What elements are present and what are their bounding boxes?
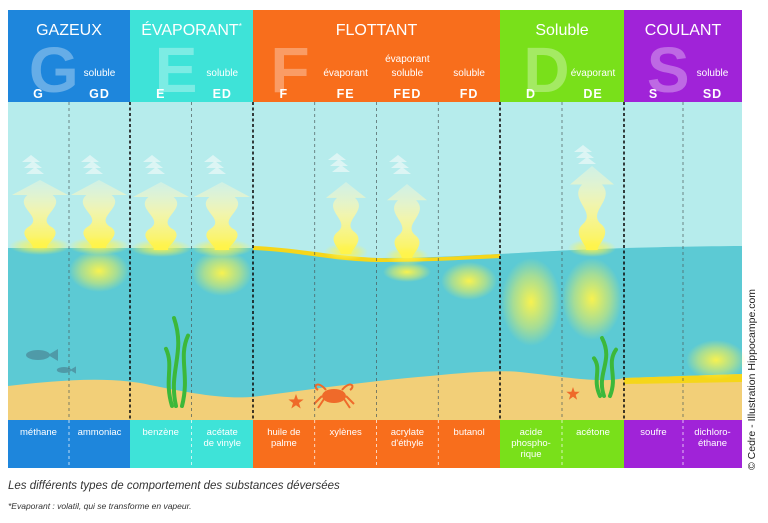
illustration-credit: © Cedre - Illustration Hippocampe.com [746, 288, 758, 470]
header-note: évaporant [385, 54, 430, 65]
substance-example: soufre [640, 427, 666, 438]
watermark-letter: F [271, 34, 310, 106]
figure-footnote: *Evaporant : volatil, qui se transforme … [8, 501, 192, 511]
vapour-cloud [143, 155, 165, 174]
figure-caption: Les différents types de comportement des… [8, 480, 340, 492]
behaviour-code: SD [703, 87, 722, 101]
header-note: évaporant [323, 68, 368, 79]
substance-example: de vinyle [204, 438, 242, 449]
evaporation-arrow [130, 182, 192, 257]
substance-example: acrylate [391, 427, 424, 438]
starfish-icon [288, 394, 304, 409]
substance-example: acétone [576, 427, 610, 438]
vapour-cloud [328, 153, 350, 172]
header-note: soluble [453, 68, 485, 79]
substance-example: méthane [20, 427, 57, 438]
category-header-bg [253, 10, 500, 102]
substance-example: éthane [698, 438, 727, 449]
dissolution-plume [383, 262, 431, 282]
dissolution-plume [69, 250, 129, 292]
evaporation-arrow [9, 180, 71, 255]
dissolution-plume [441, 262, 497, 300]
category-header-bg [8, 10, 130, 102]
evaporation-arrow [68, 180, 130, 255]
dissolution-plume [501, 258, 561, 346]
vapour-cloud [204, 155, 226, 174]
behaviour-code: ED [213, 87, 232, 101]
substance-example: butanol [454, 427, 485, 438]
header-note: soluble [206, 68, 238, 79]
category-soluble: DSolubleévaporantDacidephospho-riqueDEac… [500, 10, 624, 468]
seaweed-icon [592, 336, 618, 398]
behaviour-code: E [156, 87, 165, 101]
behaviour-code: FED [393, 87, 421, 101]
evaporation-arrow [385, 184, 429, 265]
behaviour-code: G [33, 87, 44, 101]
watermark-letter: E [155, 34, 198, 106]
category-title: GAZEUX [36, 22, 102, 39]
watermark-letter: S [647, 34, 690, 106]
substance-example: rique [520, 449, 541, 460]
substance-example: d'éthyle [391, 438, 423, 449]
evaporation-arrow [567, 166, 617, 257]
behaviour-code: DE [583, 87, 602, 101]
crab-icon [313, 383, 355, 409]
seaweed-icon [164, 316, 190, 408]
behaviour-diagram: GGAZEUXsolubleGméthaneGDammoniacEÉVAPORA… [8, 10, 746, 468]
substance-example: xylènes [330, 427, 362, 438]
vapour-cloud [22, 155, 44, 174]
substance-example: huile de [267, 427, 300, 438]
starfish-icon [566, 387, 580, 400]
header-note: soluble [392, 68, 424, 79]
substance-example: benzène [143, 427, 179, 438]
substance-example: phospho- [511, 438, 551, 449]
substance-example: ammoniac [78, 427, 122, 438]
header-note: soluble [84, 68, 116, 79]
watermark-letter: G [29, 34, 79, 106]
behaviour-code: FD [460, 87, 479, 101]
category-title: COULANT [645, 22, 722, 39]
evaporation-arrow [324, 182, 368, 261]
fish-icon [56, 366, 76, 374]
watermark-letter: D [523, 34, 569, 106]
substance-example: acétate [207, 427, 238, 438]
category-title: ÉVAPORANT* [141, 20, 242, 39]
behaviour-code: F [280, 87, 289, 101]
behaviour-code: GD [89, 87, 110, 101]
evaporation-arrow [191, 182, 253, 257]
substance-example: dichloro- [694, 427, 730, 438]
vapour-cloud [574, 145, 596, 164]
vapour-cloud [81, 155, 103, 174]
behaviour-code: S [649, 87, 658, 101]
header-note: évaporant [571, 68, 616, 79]
category-flottant: F FLOTTANT évaporant évaporant soluble solubl… [253, 10, 500, 468]
category-title: FLOTTANT [336, 22, 418, 39]
sandy-seabed [8, 371, 742, 420]
fish-icon [26, 349, 58, 361]
dissolution-plume [192, 250, 252, 296]
title-asterisk: * [239, 22, 242, 31]
behaviour-code: D [526, 87, 536, 101]
dissolution-plume [562, 258, 622, 340]
substance-example: acide [520, 427, 543, 438]
header-note: soluble [697, 68, 729, 79]
dissolution-plume [686, 340, 746, 380]
vapour-cloud [389, 155, 411, 174]
substance-example: palme [271, 438, 297, 449]
category-title: Soluble [535, 22, 588, 39]
behaviour-code: FE [337, 87, 355, 101]
category-header-bg [624, 10, 742, 102]
category-header-bg [500, 10, 624, 102]
category-header-bg [130, 10, 253, 102]
